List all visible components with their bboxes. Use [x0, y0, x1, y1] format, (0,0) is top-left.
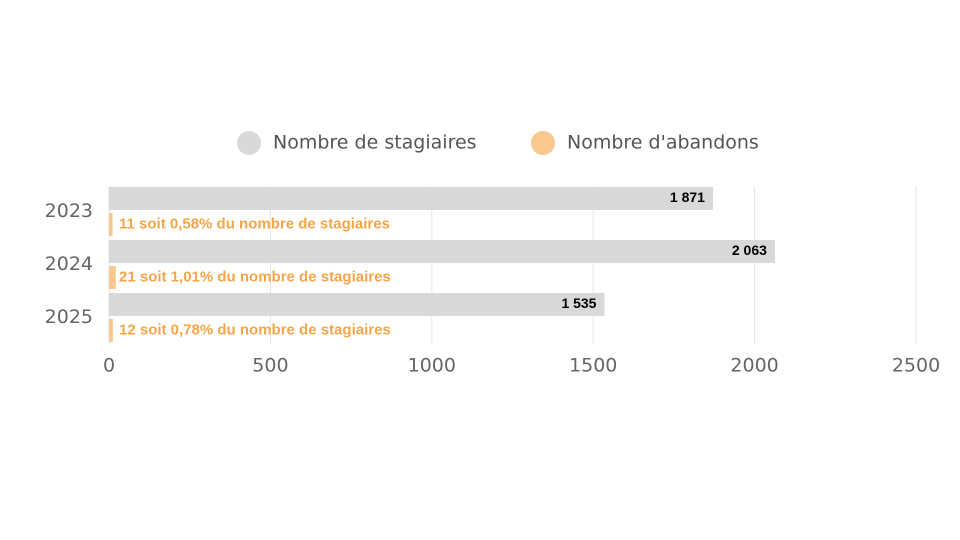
y-tick-label: 2024 — [45, 253, 93, 275]
legend-marker — [531, 131, 555, 155]
bar — [109, 319, 113, 342]
legend-label: Nombre de stagiaires — [273, 132, 477, 154]
data-label: 12 soit 0,78% du nombre de stagiaires — [119, 321, 391, 338]
y-tick-label: 2023 — [45, 200, 93, 222]
y-tick-label: 2025 — [45, 306, 93, 328]
x-tick-label: 1500 — [569, 355, 617, 377]
bar — [109, 240, 775, 263]
data-label: 11 soit 0,58% du nombre de stagiaires — [119, 215, 390, 232]
bar — [109, 266, 116, 289]
x-tick-label: 500 — [252, 355, 288, 377]
data-label: 1 871 — [670, 189, 705, 205]
bar — [109, 293, 605, 316]
bar — [109, 213, 113, 236]
data-label: 1 535 — [561, 295, 596, 311]
legend-marker — [237, 131, 261, 155]
data-label: 21 soit 1,01% du nombre de stagiaires — [119, 268, 391, 285]
x-tick-label: 0 — [103, 355, 115, 377]
bar — [109, 187, 713, 210]
x-tick-label: 2000 — [730, 355, 778, 377]
legend-label: Nombre d'abandons — [567, 132, 759, 154]
data-label: 2 063 — [732, 242, 767, 258]
x-tick-label: 1000 — [408, 355, 456, 377]
x-tick-label: 2500 — [892, 355, 940, 377]
